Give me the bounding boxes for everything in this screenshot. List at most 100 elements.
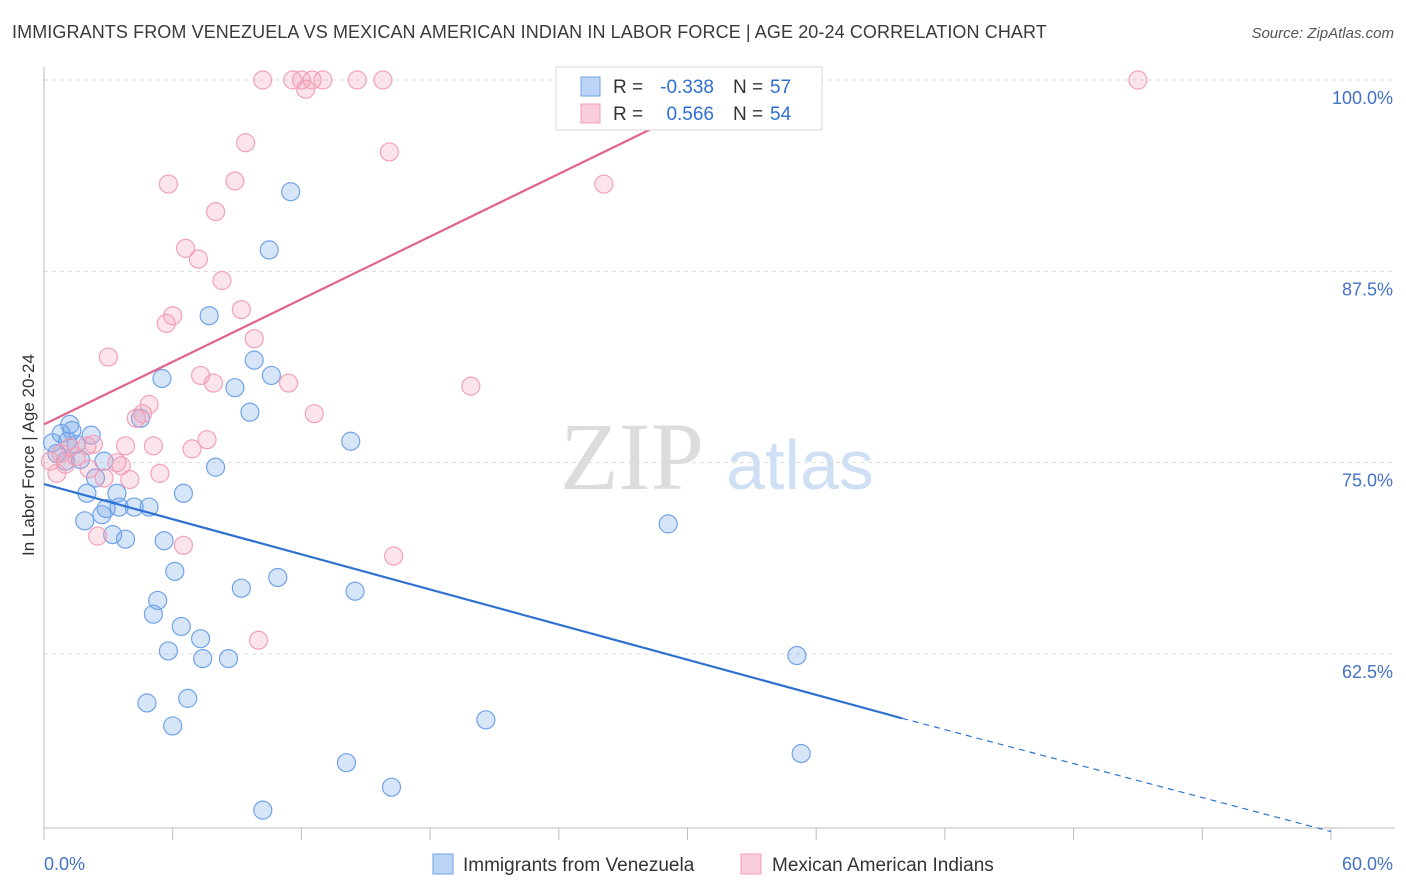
point-venezuela	[268, 567, 288, 588]
point-venezuela	[281, 182, 301, 202]
point-mexican	[163, 306, 183, 326]
point-mexican	[175, 238, 196, 258]
point-mexican	[236, 133, 256, 153]
point-venezuela	[171, 616, 191, 637]
y-tick-labels: 62.5% 75.0% 87.5% 100.0%	[1332, 88, 1393, 682]
trend-line-venezuela	[43, 483, 903, 720]
stats-legend-r-value-venezuela: -0.338	[660, 77, 714, 98]
point-mexican	[150, 463, 170, 483]
point-mexican	[302, 70, 322, 90]
point-venezuela	[240, 402, 260, 422]
y-tick-label: 75.0%	[1342, 471, 1393, 491]
point-venezuela	[165, 561, 185, 581]
stats-legend-swatch-venezuela	[580, 76, 601, 97]
x-tick-label-max: 60.0%	[1342, 854, 1393, 874]
stats-legend: R = -0.338 N = 57 R = 0.566 N = 54	[555, 66, 823, 131]
point-venezuela	[173, 483, 194, 503]
stats-legend-n-value-mexican: 54	[770, 104, 792, 125]
point-mexican	[88, 526, 108, 546]
point-venezuela	[158, 641, 179, 661]
y-tick-label: 87.5%	[1342, 279, 1393, 299]
point-mexican	[1128, 70, 1148, 90]
point-venezuela	[476, 710, 496, 730]
stats-legend-r-value-mexican: 0.566	[666, 104, 714, 125]
axes	[43, 67, 1395, 829]
point-mexican	[231, 300, 251, 320]
point-venezuela	[253, 800, 273, 820]
point-venezuela	[231, 578, 251, 598]
y-tick-label: 62.5%	[1342, 662, 1393, 682]
point-venezuela	[261, 365, 281, 386]
chart-title: IMMIGRANTS FROM VENEZUELA VS MEXICAN AME…	[12, 22, 1047, 42]
point-venezuela	[225, 378, 245, 398]
point-venezuela	[345, 581, 365, 601]
gridlines	[44, 79, 1395, 655]
point-mexican	[182, 439, 202, 459]
legend-label-mexican: Mexican American Indians	[772, 855, 994, 876]
point-venezuela	[336, 753, 357, 773]
point-venezuela	[115, 529, 136, 549]
point-venezuela	[75, 511, 95, 531]
stats-legend-n-value-venezuela: 57	[770, 77, 791, 98]
point-mexican	[188, 249, 209, 269]
point-venezuela	[152, 368, 172, 389]
point-mexican	[77, 436, 97, 456]
y-tick-label: 100.0%	[1332, 88, 1393, 108]
point-mexican	[225, 171, 245, 191]
point-mexican	[313, 70, 333, 90]
point-mexican	[594, 174, 614, 194]
point-venezuela	[193, 648, 213, 669]
point-mexican	[79, 459, 99, 479]
legend-swatch-venezuela	[432, 853, 454, 875]
point-mexican	[120, 469, 140, 490]
point-mexican	[83, 434, 103, 454]
point-mexican	[248, 630, 269, 650]
legend-label-venezuela: Immigrants from Venezuela	[463, 855, 695, 876]
point-venezuela	[658, 514, 678, 534]
point-venezuela	[206, 457, 226, 477]
point-mexican	[98, 347, 118, 367]
point-venezuela	[148, 590, 168, 611]
point-mexican	[156, 313, 176, 333]
point-mexican	[111, 456, 131, 476]
point-venezuela	[103, 525, 123, 545]
point-venezuela	[137, 693, 157, 713]
point-venezuela	[163, 716, 183, 736]
point-mexican	[206, 202, 226, 222]
point-mexican	[40, 451, 61, 471]
point-mexican	[94, 468, 114, 488]
point-mexican	[197, 430, 217, 450]
stats-legend-r-label-venezuela: R =	[613, 77, 643, 98]
trend-line-mexican	[43, 79, 753, 426]
source-credit: Source: ZipAtlas.com	[1251, 25, 1394, 42]
point-mexican	[139, 394, 159, 415]
point-venezuela	[154, 531, 174, 551]
watermark: ZIP atlas	[560, 403, 874, 510]
watermark-zip: ZIP	[560, 403, 704, 510]
x-tick-label-min: 0.0%	[44, 854, 85, 874]
legend-swatch-mexican	[740, 853, 762, 875]
point-mexican	[173, 535, 194, 555]
point-venezuela	[259, 240, 279, 260]
point-mexican	[115, 436, 136, 456]
x-axis-ticks	[43, 828, 1332, 840]
point-mexican	[373, 70, 393, 90]
point-venezuela	[791, 743, 811, 764]
point-mexican	[143, 436, 163, 456]
watermark-atlas: atlas	[726, 426, 874, 504]
point-venezuela	[787, 645, 807, 666]
y-axis-label: In Labor Force | Age 20-24	[19, 354, 38, 556]
point-mexican	[158, 174, 179, 194]
point-mexican	[278, 373, 299, 393]
series-legend: Immigrants from Venezuela Mexican Americ…	[432, 853, 994, 876]
point-mexican	[253, 70, 273, 90]
point-venezuela	[190, 629, 211, 649]
point-mexican	[461, 376, 481, 396]
data-points	[40, 70, 1148, 820]
point-mexican	[384, 546, 404, 566]
trend-line-venezuela-extension	[901, 717, 1332, 833]
point-mexican	[379, 142, 399, 162]
stats-legend-n-label-venezuela: N =	[733, 77, 763, 98]
point-mexican	[244, 329, 264, 349]
